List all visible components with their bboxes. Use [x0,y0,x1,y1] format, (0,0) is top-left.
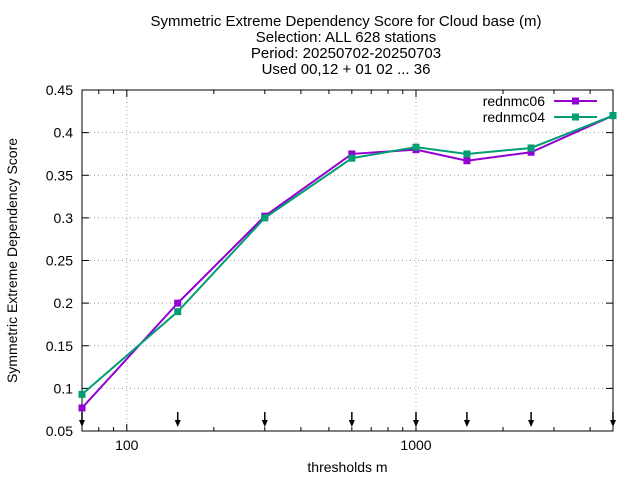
data-point [78,404,86,412]
y-tick-label: 0.05 [46,423,73,439]
legend-marker [572,97,579,105]
axis-ticks: 0.05 0.1 0.15 0.2 0.25 0.3 0.35 0.4 0.45 100 1000 [46,82,613,453]
chart-title-line: Period: 20250702-20250703 [251,45,441,62]
threshold-markers [79,412,616,427]
x-tick-label: 100 [115,437,139,453]
y-tick-label: 0.15 [46,338,73,354]
data-point [463,157,471,165]
y-tick-label: 0.3 [54,210,74,226]
data-point [412,143,420,151]
data-point [261,214,269,222]
y-tick-label: 0.1 [54,380,74,396]
threshold-marker-arrow [79,420,85,427]
y-tick-label: 0.45 [46,82,73,98]
x-tick-label: 1000 [400,437,431,453]
series-line [81,114,614,396]
chart-title-line: Selection: ALL 628 stations [256,29,436,46]
data-point [174,308,182,316]
data-point [174,299,182,307]
threshold-marker-arrow [610,420,616,427]
data-point [609,112,617,120]
threshold-marker-arrow [348,420,355,427]
threshold-marker-arrow [463,420,470,427]
data-point [463,150,471,158]
plot-frame [81,89,614,432]
y-tick-label: 0.25 [46,253,73,269]
data-point [348,150,356,158]
legend-marker [572,113,579,121]
y-tick-label: 0.4 [54,125,74,141]
y-tick-label: 0.2 [54,295,74,311]
legend-label: rednmc06 [483,93,545,109]
data-point [78,390,86,398]
chart-title-line: Symmetric Extreme Dependency Score for C… [151,13,542,30]
y-axis-label: Symmetric Extreme Dependency Score [4,138,20,383]
chart-title-line: Used 00,12 + 01 02 ... 36 [262,61,431,78]
threshold-marker-arrow [174,420,181,427]
x-axis-label: thresholds m [307,459,387,475]
chart-title: Symmetric Extreme Dependency Score for C… [151,13,542,78]
data-point [348,154,356,162]
series-line [81,114,614,409]
series [78,112,617,412]
y-tick-label: 0.35 [46,167,73,183]
legend-label: rednmc04 [483,109,545,125]
threshold-marker-arrow [261,420,268,427]
data-point [527,148,535,156]
threshold-marker-arrow [412,420,419,427]
threshold-marker-arrow [528,420,535,427]
grid [82,90,613,431]
data-point [527,144,535,152]
